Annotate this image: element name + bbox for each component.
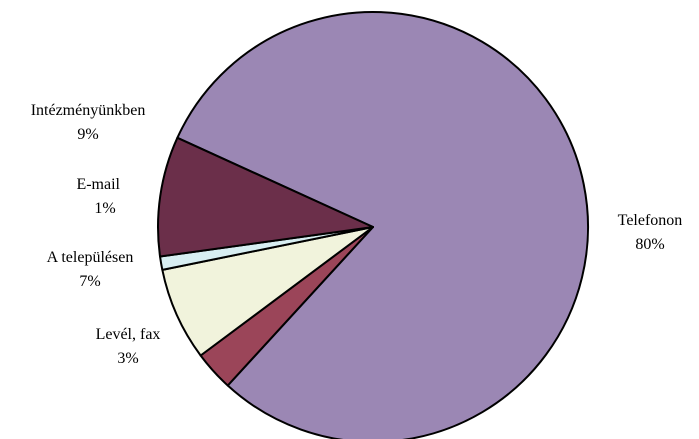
pie-slices — [157, 11, 590, 439]
pie-slice-telefonon — [176, 11, 590, 439]
slice-percent-telefonon: 80% — [635, 236, 664, 253]
slice-label-a-telepulesen: A településen — [47, 249, 134, 266]
slice-percent-level-fax: 3% — [117, 350, 138, 367]
pie-slice-intezmenyunkben — [157, 136, 374, 258]
slice-percent-e-mail: 1% — [94, 200, 115, 217]
slice-label-telefonon: Telefonon — [618, 212, 683, 229]
slice-label-e-mail: E-mail — [76, 176, 120, 193]
slice-percent-a-telepulesen: 7% — [79, 273, 100, 290]
slice-label-intezmenyunkben: Intézményünkben — [31, 102, 146, 119]
slice-percent-intezmenyunkben: 9% — [77, 126, 98, 143]
slice-label-level-fax: Levél, fax — [96, 326, 161, 343]
slice-labels: Telefonon 80% Levél, fax 3% A településen 7% E… — [31, 102, 683, 367]
